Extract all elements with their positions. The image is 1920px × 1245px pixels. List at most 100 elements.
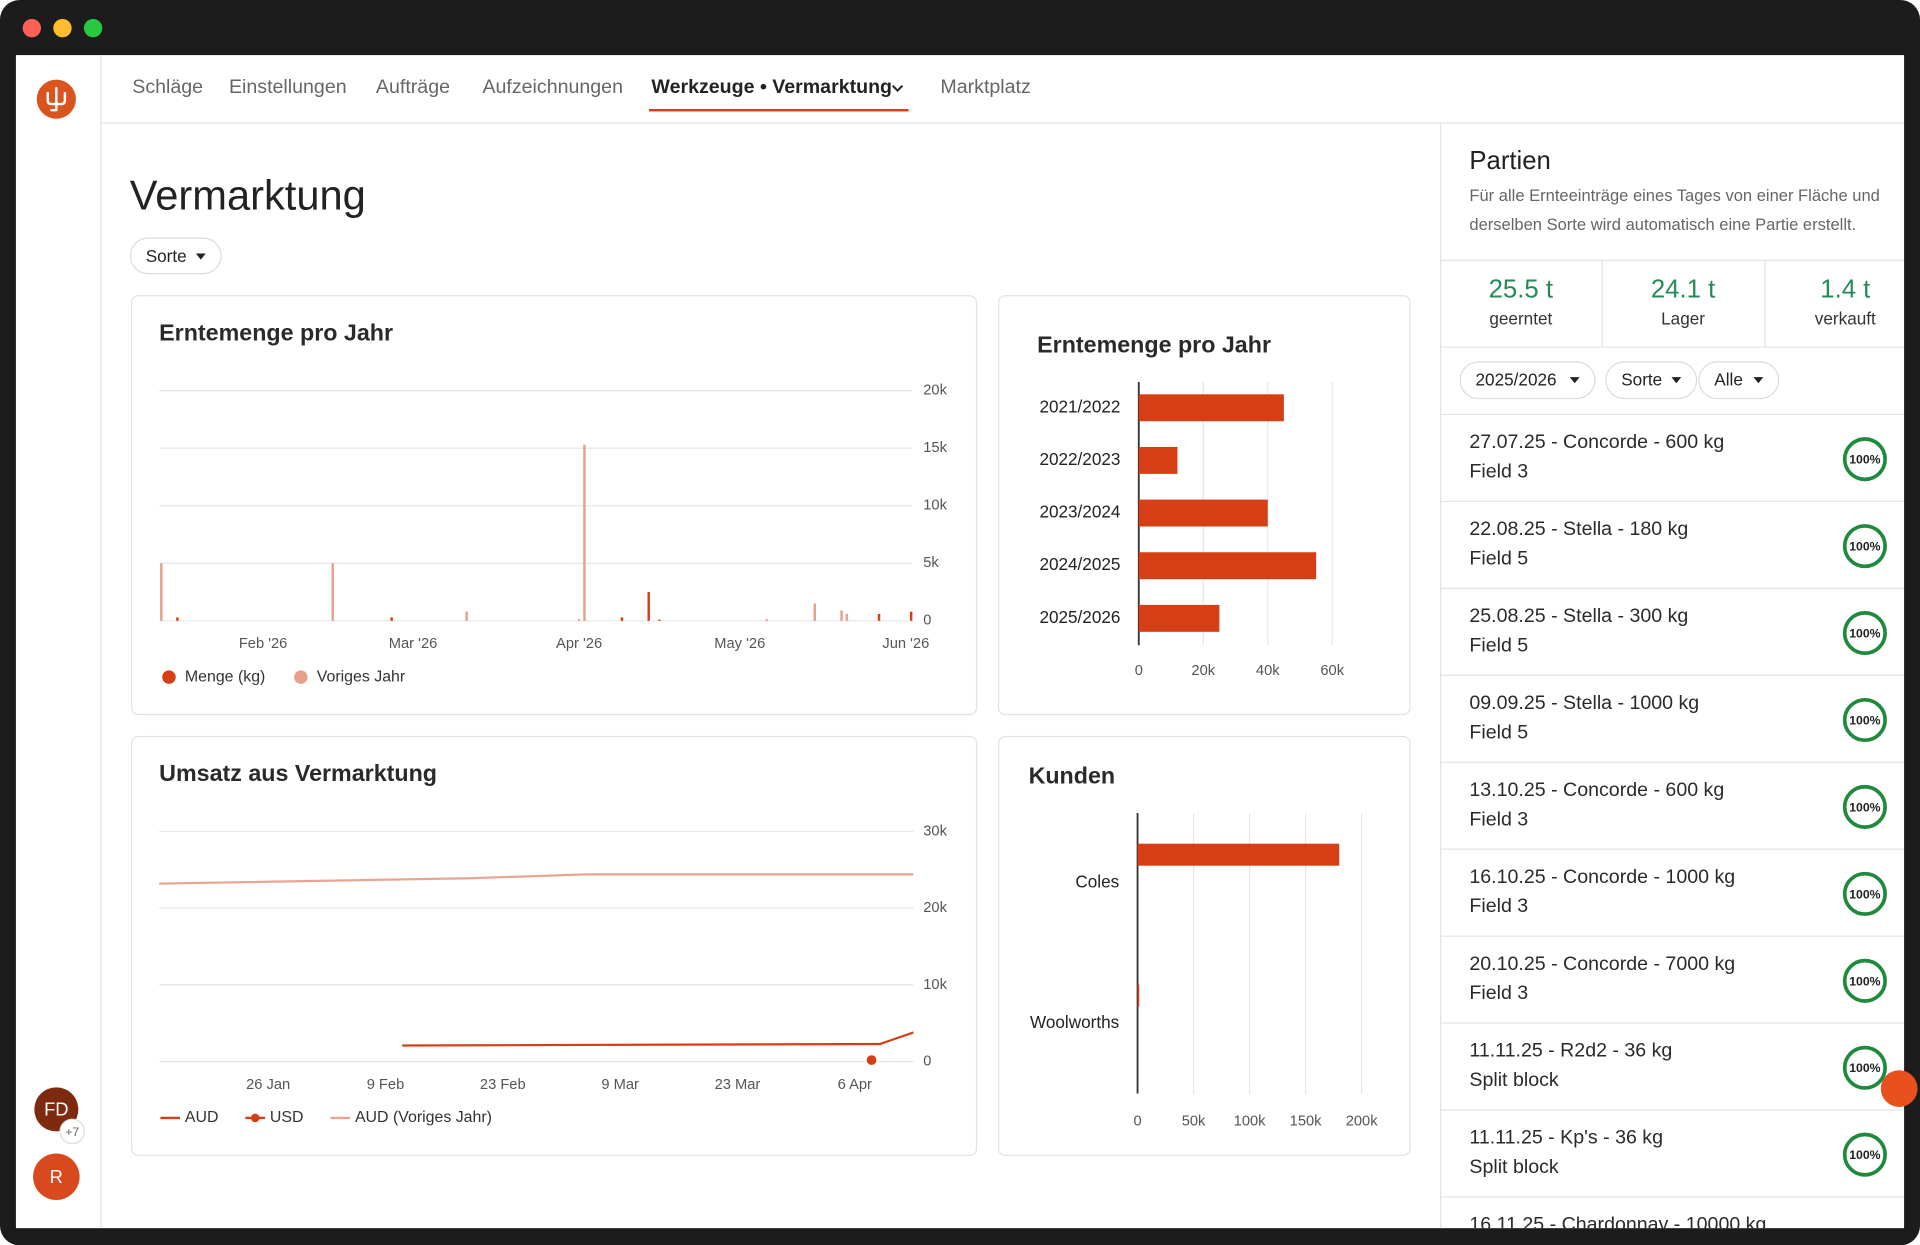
nav-underline bbox=[648, 108, 909, 112]
progress-label: 100% bbox=[1849, 713, 1880, 727]
batch-title: 27.07.25 - Concorde - 600 kg bbox=[1469, 432, 1725, 454]
batch-field: Split block bbox=[1469, 1070, 1559, 1092]
batch-item[interactable]: 22.08.25 - Stella - 180 kg Field 5 100% bbox=[1440, 502, 1905, 589]
x-tick-label: Jun '26 bbox=[882, 636, 929, 652]
y-tick-label: 5k bbox=[923, 555, 939, 571]
x-tick-label: 23 Feb bbox=[480, 1077, 526, 1093]
x-tick-label: 40k bbox=[1256, 663, 1280, 679]
progress-ring: 100% bbox=[1842, 784, 1887, 829]
batch-title: 11.11.25 - R2d2 - 36 kg bbox=[1469, 1040, 1673, 1062]
batch-field: Field 5 bbox=[1469, 635, 1529, 657]
progress-ring: 100% bbox=[1842, 1132, 1887, 1177]
x-tick-label: 50k bbox=[1182, 1114, 1206, 1130]
filter-dropdown[interactable]: Alle bbox=[1698, 361, 1780, 400]
avatar-badge-text: +7 bbox=[65, 1125, 79, 1139]
progress-label: 100% bbox=[1849, 1148, 1880, 1162]
bar bbox=[1138, 394, 1284, 422]
avatar[interactable] bbox=[33, 1153, 80, 1200]
progress-track bbox=[1842, 1045, 1887, 1090]
x-tick-label: Apr '26 bbox=[556, 636, 602, 652]
bar bbox=[465, 611, 468, 621]
batch-item[interactable]: 13.10.25 - Concorde - 600 kg Field 3 100% bbox=[1440, 763, 1905, 850]
category-label: Coles bbox=[1075, 871, 1119, 891]
progress-ring: 100% bbox=[1842, 611, 1887, 656]
batch-title: 25.08.25 - Stella - 300 kg bbox=[1469, 606, 1689, 627]
batch-item[interactable]: 20.10.25 - Concorde - 7000 kg Field 3 100% bbox=[1440, 937, 1905, 1024]
nav-item-active[interactable]: Werkzeuge • Vermarktung bbox=[651, 77, 893, 98]
filter-dropdown[interactable]: Sorte bbox=[129, 237, 222, 275]
nav-item[interactable]: Einstellungen bbox=[228, 77, 347, 98]
batch-field: Field 3 bbox=[1469, 809, 1529, 831]
stat-value: 24.1 t bbox=[1650, 275, 1716, 304]
y-tick-label: 0 bbox=[923, 1054, 931, 1070]
charts: Erntemenge pro Jahr 0 5k 10k 15k 20k Feb '26 Ma… bbox=[159, 319, 1378, 1130]
traffic-lights bbox=[22, 18, 103, 38]
bar bbox=[877, 613, 881, 621]
legend-label: Voriges Jahr bbox=[317, 668, 406, 685]
close-button[interactable] bbox=[22, 18, 42, 38]
filter-dropdown[interactable]: 2025/2026 bbox=[1459, 361, 1596, 400]
panel-title: Partien bbox=[1469, 146, 1551, 176]
stat: 25.5 t geerntet bbox=[1440, 274, 1602, 330]
nav-item[interactable]: Schläge bbox=[132, 77, 204, 98]
x-tick-label: 23 Mar bbox=[715, 1077, 761, 1093]
progress-label: 100% bbox=[1849, 974, 1880, 988]
nav-border bbox=[100, 122, 1905, 124]
x-tick-label: 0 bbox=[1133, 1114, 1141, 1130]
batch-item[interactable]: 09.09.25 - Stella - 1000 kg Field 5 100% bbox=[1440, 676, 1905, 763]
progress-label: 100% bbox=[1849, 800, 1880, 814]
stat-label: geerntet bbox=[1489, 308, 1553, 329]
logo[interactable] bbox=[36, 79, 76, 119]
y-tick-label: 10k bbox=[923, 977, 947, 993]
progress-track bbox=[1842, 784, 1887, 829]
category-label: 2024/2025 bbox=[1039, 554, 1120, 574]
progress-track bbox=[1842, 697, 1887, 743]
batch-item[interactable]: 11.11.25 - Kp's - 36 kg Split block 100% bbox=[1440, 1111, 1905, 1198]
x-tick-label: 9 Mar bbox=[601, 1077, 639, 1093]
chart-title: Umsatz aus Vermarktung bbox=[159, 760, 437, 786]
batch-item[interactable]: 25.08.25 - Stella - 300 kg Field 5 100% bbox=[1440, 589, 1905, 676]
chart-title: Erntemenge pro Jahr bbox=[1037, 332, 1271, 358]
avatar-badge bbox=[59, 1118, 86, 1145]
minimize-button[interactable] bbox=[53, 18, 72, 38]
batch-title: 16.11.25 - Chardonnay - 10000 kg bbox=[1469, 1214, 1767, 1229]
batch-title: 13.10.25 - Concorde - 600 kg bbox=[1469, 780, 1725, 801]
nav-item[interactable]: Marktplatz bbox=[940, 77, 1031, 98]
x-tick-label: 6 Apr bbox=[838, 1077, 872, 1093]
bar bbox=[1138, 446, 1178, 474]
x-tick-label: Feb '26 bbox=[239, 636, 288, 652]
bar bbox=[390, 617, 393, 621]
filter-dropdown[interactable]: Sorte bbox=[1605, 361, 1698, 400]
partien-list: 27.07.25 - Concorde - 600 kg Field 3 100% 2… bbox=[1440, 415, 1905, 1229]
batch-field: Field 5 bbox=[1469, 722, 1529, 744]
progress-track bbox=[1842, 524, 1887, 569]
batch-title: 22.08.25 - Stella - 180 kg bbox=[1469, 519, 1689, 540]
chat-button[interactable] bbox=[1880, 1070, 1918, 1107]
bar bbox=[1137, 984, 1140, 1007]
batch-title: 16.10.25 - Concorde - 1000 kg bbox=[1469, 866, 1736, 888]
legend-label: Menge (kg) bbox=[185, 668, 265, 685]
nav-item[interactable]: Aufzeichnungen bbox=[482, 77, 623, 98]
category-label: Woolworths bbox=[1030, 1012, 1119, 1032]
bar bbox=[909, 611, 913, 621]
x-tick-label: 9 Feb bbox=[367, 1077, 405, 1093]
bar bbox=[1138, 552, 1317, 580]
batch-item[interactable]: 16.11.25 - Chardonnay - 10000 kg bbox=[1440, 1198, 1904, 1229]
nav-item[interactable]: Aufträge bbox=[375, 77, 450, 98]
batch-item[interactable]: 27.07.25 - Concorde - 600 kg Field 3 100% bbox=[1440, 415, 1905, 503]
batch-item[interactable]: 11.11.25 - R2d2 - 36 kg Split block 100% bbox=[1440, 1024, 1905, 1111]
legend-label: AUD (Voriges Jahr) bbox=[355, 1109, 492, 1126]
point bbox=[866, 1055, 877, 1065]
nav-chevron bbox=[891, 85, 904, 92]
batch-item[interactable]: 16.10.25 - Concorde - 1000 kg Field 3 100% bbox=[1440, 850, 1905, 937]
progress-label: 100% bbox=[1849, 453, 1880, 467]
bar bbox=[840, 610, 843, 621]
progress-track bbox=[1842, 1132, 1887, 1177]
x-tick-label: Mar '26 bbox=[389, 636, 438, 652]
sidebar: FD +7 R bbox=[33, 79, 86, 1200]
y-tick-label: 20k bbox=[923, 382, 947, 398]
bar bbox=[176, 617, 179, 621]
zoom-button[interactable] bbox=[83, 18, 103, 38]
x-tick-label: 100k bbox=[1234, 1114, 1267, 1130]
x-tick-label: 26 Jan bbox=[246, 1077, 290, 1093]
